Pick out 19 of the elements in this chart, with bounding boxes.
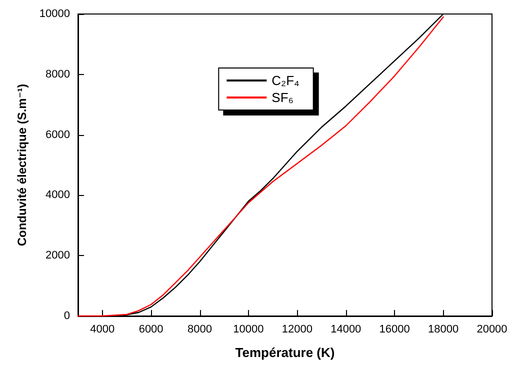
x-tick-label: 18000 xyxy=(428,324,459,336)
x-tick-label: 12000 xyxy=(282,324,312,336)
x-axis-title: Température (K) xyxy=(235,345,335,360)
y-tick-label: 0 xyxy=(64,310,70,322)
y-tick-label: 10000 xyxy=(39,8,70,20)
y-tick-label: 2000 xyxy=(46,250,70,262)
x-tick-label: 20000 xyxy=(476,324,508,336)
x-tick-label: 14000 xyxy=(330,324,362,336)
x-tick-label: 6000 xyxy=(138,324,164,336)
legend-label: C₂F₄ xyxy=(272,73,300,88)
x-tick-label: 8000 xyxy=(188,324,212,336)
y-tick-label: 8000 xyxy=(46,68,70,80)
x-tick-label: 16000 xyxy=(379,324,410,336)
x-tick-label: 10000 xyxy=(233,324,264,336)
y-axis-title: Conduvité électrique (S.m⁻¹) xyxy=(15,84,29,246)
legend-label: SF₆ xyxy=(272,90,294,105)
y-tick-label: 6000 xyxy=(46,128,70,141)
x-tick-label: 4000 xyxy=(90,324,115,336)
y-tick-label: 4000 xyxy=(46,189,70,202)
